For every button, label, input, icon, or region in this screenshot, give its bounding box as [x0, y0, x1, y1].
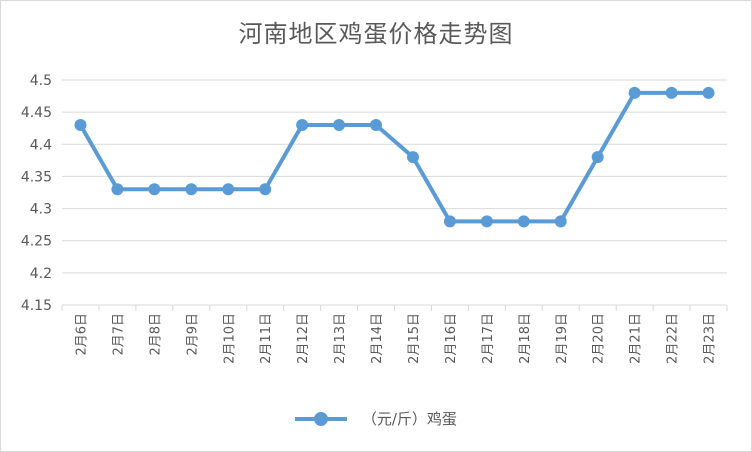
x-tick-label: 2月11日 [259, 313, 274, 364]
x-tick-label: 2月12日 [296, 313, 311, 364]
data-point [259, 183, 272, 196]
x-tick-label: 2月20日 [592, 313, 607, 364]
x-tick-label: 2月9日 [185, 313, 200, 356]
legend-label: （元/斤）鸡蛋 [361, 410, 457, 428]
data-point [222, 183, 235, 196]
y-tick-label: 4.4 [30, 137, 52, 153]
x-tick-label: 2月7日 [111, 313, 126, 356]
data-point [148, 183, 161, 196]
data-point [185, 183, 198, 196]
data-point [296, 119, 309, 131]
y-tick-label: 4.3 [30, 202, 52, 218]
data-point [333, 119, 346, 131]
series-line [78, 90, 709, 224]
x-tick-label: 2月15日 [407, 313, 422, 364]
data-point [517, 215, 530, 228]
x-tick-label: 2月23日 [703, 313, 718, 364]
data-point [370, 119, 383, 131]
data-point [628, 86, 641, 99]
chart-legend: （元/斤）鸡蛋 [0, 408, 752, 429]
x-tick-label: 2月21日 [629, 313, 644, 364]
data-point [480, 215, 493, 228]
x-tick-label: 2月17日 [481, 313, 496, 364]
data-point [554, 215, 567, 228]
y-tick-label: 4.45 [21, 105, 52, 121]
x-tick-label: 2月14日 [370, 313, 385, 364]
y-tick-label: 4.35 [21, 169, 52, 185]
data-point [406, 151, 419, 164]
chart-title: 河南地区鸡蛋价格走势图 [238, 20, 514, 48]
x-tick-label: 2月19日 [555, 313, 570, 364]
x-tick-label: 2月16日 [444, 313, 459, 364]
x-tick-label: 2月6日 [74, 313, 89, 356]
legend-marker [295, 411, 348, 426]
data-point [443, 215, 456, 228]
x-tick-label: 2月18日 [518, 313, 533, 364]
data-point [665, 86, 678, 99]
x-tick-label: 2月22日 [666, 313, 681, 364]
data-point [111, 183, 124, 196]
y-tick-label: 4.5 [30, 73, 52, 89]
y-tick-label: 4.15 [21, 298, 52, 314]
y-tick-label: 4.2 [30, 266, 52, 282]
data-point [591, 151, 604, 164]
y-tick-label: 4.25 [21, 234, 52, 250]
x-tick-label: 2月10日 [222, 313, 237, 364]
data-point [702, 86, 715, 99]
x-tick-label: 2月13日 [333, 313, 348, 364]
data-point [74, 119, 87, 131]
x-tick-label: 2月8日 [148, 313, 163, 356]
